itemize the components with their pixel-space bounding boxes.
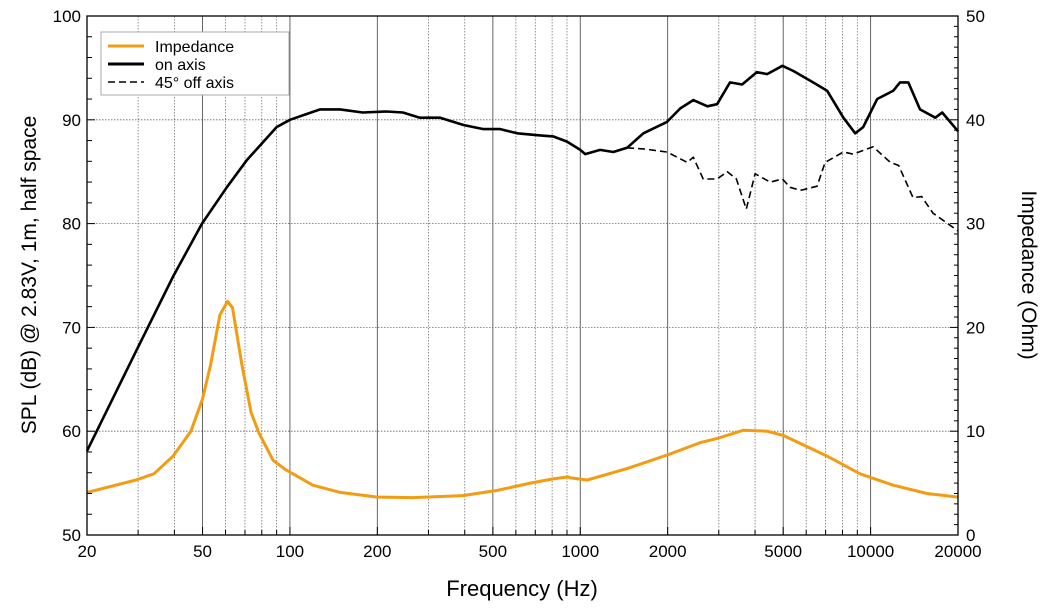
y2-axis-label: Impedance (Ohm) (1017, 190, 1040, 359)
x-tick-label: 20000 (934, 542, 981, 561)
y2-tick-label: 20 (966, 318, 985, 337)
x-tick-label: 50 (193, 542, 212, 561)
y-tick-label: 60 (62, 422, 81, 441)
y-tick-label: 90 (62, 111, 81, 130)
y2-tick-label: 30 (966, 215, 985, 234)
y2-tick-label: 10 (966, 422, 985, 441)
y2-tick-label: 50 (966, 7, 985, 26)
series-line-45-off-axis (627, 146, 959, 232)
x-axis-label: Frequency (Hz) (446, 576, 598, 601)
series-line-impedance (86, 299, 959, 500)
x-tick-label: 5000 (764, 542, 802, 561)
y-tick-label: 70 (62, 318, 81, 337)
x-tick-label: 200 (363, 542, 391, 561)
x-tick-label: 1000 (561, 542, 599, 561)
y-axis-label: SPL (dB) @ 2.83V, 1m, half space (18, 116, 41, 435)
x-tick-label: 100 (276, 542, 304, 561)
y-tick-label: 50 (62, 526, 81, 545)
x-tick-label: 10000 (847, 542, 894, 561)
y-tick-label: 100 (53, 7, 81, 26)
y2-tick-label: 40 (966, 111, 985, 130)
series-line-on-axis (85, 64, 959, 452)
legend-label: 45° off axis (155, 75, 234, 92)
legend-label: Impedance (155, 39, 234, 56)
x-tick-label: 20 (78, 542, 97, 561)
x-tick-label: 500 (479, 542, 507, 561)
x-tick-label: 2000 (649, 542, 687, 561)
y2-tick-label: 0 (966, 526, 975, 545)
legend-label: on axis (155, 57, 206, 74)
series-lines (85, 64, 959, 500)
y-tick-label: 80 (62, 215, 81, 234)
